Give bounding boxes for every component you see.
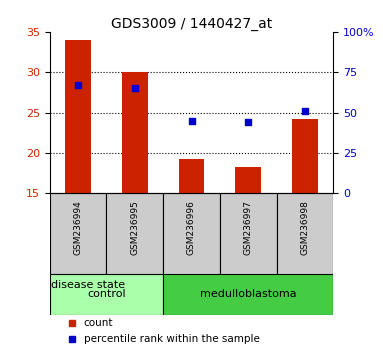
Bar — [122, 72, 147, 193]
Text: count: count — [84, 318, 113, 328]
Text: GSM236997: GSM236997 — [244, 200, 253, 255]
Text: GSM236996: GSM236996 — [187, 200, 196, 255]
Point — [302, 108, 308, 114]
Title: GDS3009 / 1440427_at: GDS3009 / 1440427_at — [111, 17, 272, 31]
Bar — [163, 274, 333, 315]
Bar — [277, 193, 333, 274]
Text: disease state: disease state — [51, 280, 125, 290]
Point — [245, 120, 251, 125]
Text: control: control — [87, 290, 126, 299]
Point — [75, 82, 81, 88]
Bar — [179, 160, 204, 193]
Bar — [163, 193, 220, 274]
Point — [132, 86, 138, 91]
Text: percentile rank within the sample: percentile rank within the sample — [84, 334, 260, 344]
Text: medulloblastoma: medulloblastoma — [200, 290, 296, 299]
Bar — [220, 193, 277, 274]
Point — [188, 118, 195, 124]
Bar — [236, 167, 261, 193]
Text: GSM236994: GSM236994 — [74, 200, 83, 255]
Text: GSM236995: GSM236995 — [130, 200, 139, 255]
Bar — [106, 193, 163, 274]
Bar — [50, 274, 163, 315]
Bar — [65, 40, 91, 193]
Bar — [292, 119, 318, 193]
Bar — [50, 193, 106, 274]
Text: GSM236998: GSM236998 — [300, 200, 309, 255]
